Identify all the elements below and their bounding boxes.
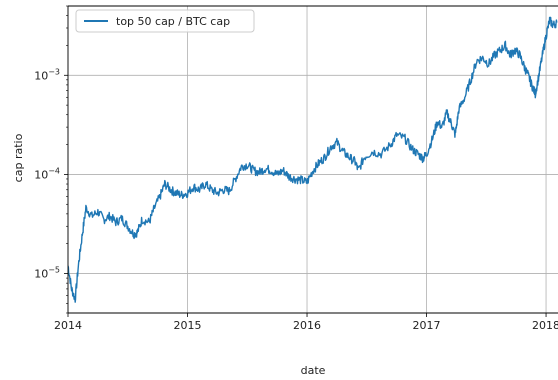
axes: [67, 5, 558, 314]
y-tick-label: 10−4: [34, 166, 60, 181]
y-tick-label: 10−5: [34, 266, 60, 281]
x-tick-label: 2014: [54, 319, 82, 332]
series-layer: [68, 16, 558, 303]
x-tick-label: 2016: [293, 319, 321, 332]
legend-label: top 50 cap / BTC cap: [116, 15, 230, 28]
legend: top 50 cap / BTC cap: [75, 9, 255, 33]
y-tick-label: 10−3: [34, 67, 60, 82]
legend-box: [75, 9, 255, 33]
grid-lines: [67, 6, 558, 313]
x-tick-label: 2018: [532, 319, 558, 332]
x-tick-label: 2017: [413, 319, 441, 332]
y-axis-label: cap ratio: [12, 133, 25, 182]
x-tick-label: 2015: [174, 319, 202, 332]
x-axis-label: date: [301, 364, 326, 377]
ticks: 2014 2015 2016 2017 2018 10−5 10−4 10−3: [34, 5, 558, 332]
series-line: [68, 16, 558, 303]
